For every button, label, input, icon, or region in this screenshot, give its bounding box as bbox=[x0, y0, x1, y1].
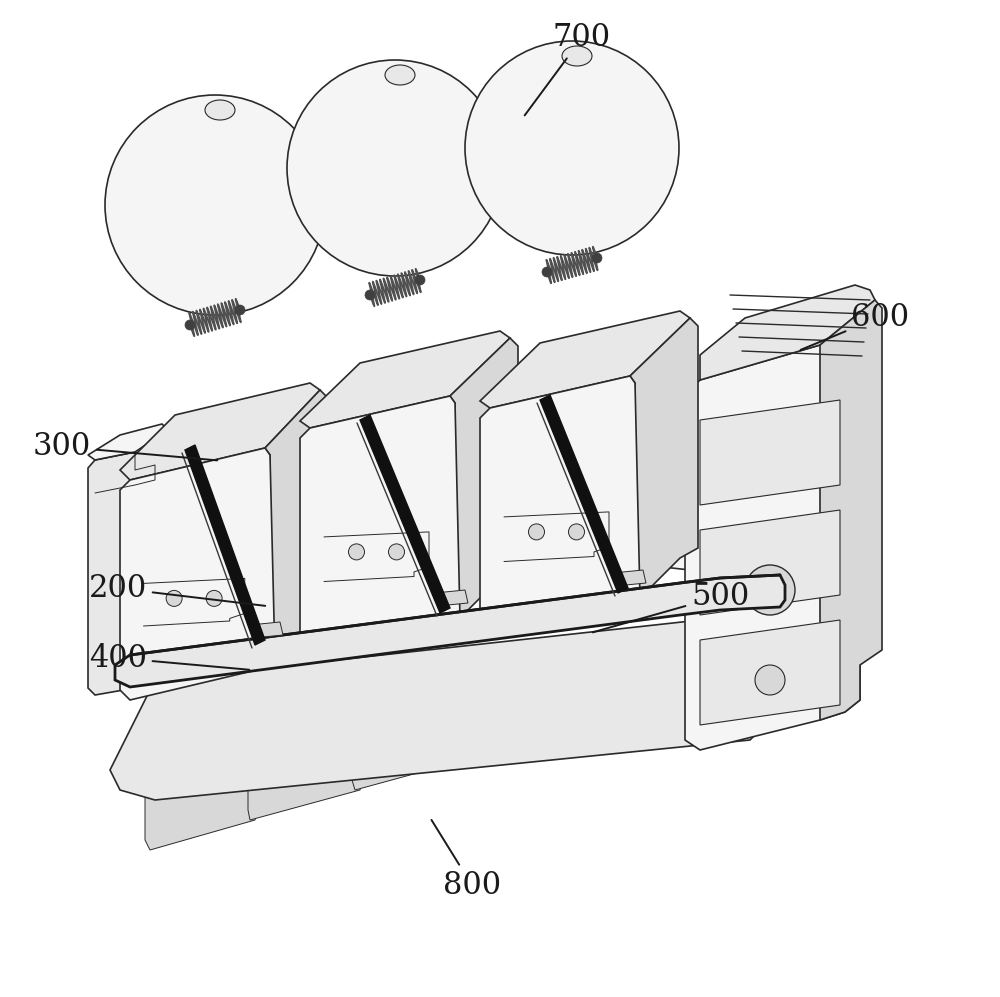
Text: 800: 800 bbox=[431, 820, 501, 901]
Polygon shape bbox=[352, 692, 470, 790]
Polygon shape bbox=[300, 331, 510, 428]
Ellipse shape bbox=[205, 100, 235, 120]
Polygon shape bbox=[250, 622, 283, 638]
Circle shape bbox=[349, 544, 364, 560]
Polygon shape bbox=[613, 570, 646, 586]
Circle shape bbox=[568, 523, 584, 540]
Polygon shape bbox=[820, 300, 882, 720]
Polygon shape bbox=[110, 420, 700, 660]
Polygon shape bbox=[88, 424, 168, 460]
Polygon shape bbox=[185, 445, 265, 645]
Polygon shape bbox=[700, 285, 875, 380]
Circle shape bbox=[105, 95, 325, 315]
Text: 300: 300 bbox=[33, 431, 217, 463]
Circle shape bbox=[745, 565, 795, 615]
Polygon shape bbox=[115, 575, 785, 687]
Polygon shape bbox=[653, 626, 755, 714]
Polygon shape bbox=[300, 396, 460, 658]
Text: 200: 200 bbox=[89, 572, 265, 606]
Text: 600: 600 bbox=[801, 301, 909, 350]
Polygon shape bbox=[450, 338, 518, 618]
Circle shape bbox=[592, 253, 602, 263]
Text: 700: 700 bbox=[525, 22, 611, 116]
Polygon shape bbox=[540, 395, 628, 593]
Polygon shape bbox=[700, 510, 840, 615]
Polygon shape bbox=[145, 750, 260, 850]
Circle shape bbox=[755, 665, 785, 695]
Circle shape bbox=[365, 290, 375, 300]
Polygon shape bbox=[630, 318, 698, 598]
Circle shape bbox=[528, 523, 544, 540]
Polygon shape bbox=[435, 590, 468, 606]
Circle shape bbox=[465, 41, 679, 255]
Circle shape bbox=[206, 590, 222, 606]
Polygon shape bbox=[458, 668, 570, 762]
Text: 500: 500 bbox=[593, 580, 749, 632]
Polygon shape bbox=[700, 400, 840, 505]
Polygon shape bbox=[480, 311, 690, 408]
Polygon shape bbox=[120, 383, 320, 480]
Circle shape bbox=[388, 544, 404, 560]
Polygon shape bbox=[480, 376, 640, 638]
Circle shape bbox=[415, 275, 425, 285]
Polygon shape bbox=[265, 390, 328, 660]
Polygon shape bbox=[248, 720, 365, 820]
Polygon shape bbox=[558, 646, 665, 738]
Circle shape bbox=[185, 320, 195, 330]
Ellipse shape bbox=[385, 65, 415, 85]
Circle shape bbox=[235, 305, 245, 315]
Circle shape bbox=[542, 267, 552, 277]
Polygon shape bbox=[120, 448, 275, 700]
Polygon shape bbox=[360, 415, 450, 613]
Polygon shape bbox=[700, 620, 840, 725]
Polygon shape bbox=[685, 345, 860, 750]
Circle shape bbox=[166, 590, 182, 606]
Text: 400: 400 bbox=[89, 642, 249, 674]
Polygon shape bbox=[88, 452, 140, 695]
Circle shape bbox=[287, 60, 503, 276]
Polygon shape bbox=[110, 620, 760, 800]
Ellipse shape bbox=[562, 46, 592, 66]
